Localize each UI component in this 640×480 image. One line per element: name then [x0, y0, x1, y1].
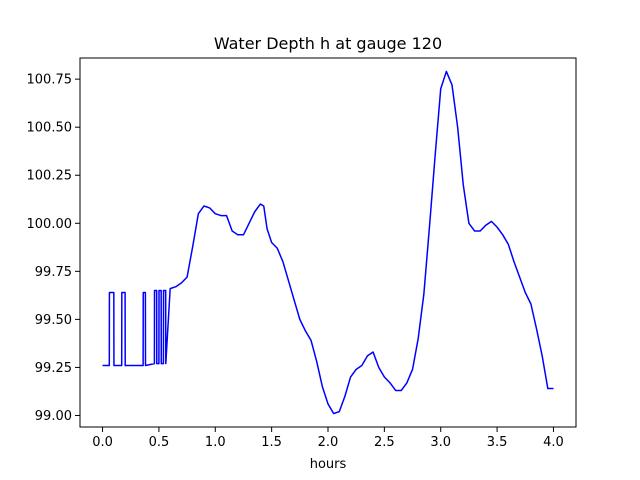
- x-tick-label: 2.0: [318, 435, 339, 450]
- x-tick-label: 2.5: [374, 435, 395, 450]
- y-tick-label: 100.50: [27, 121, 73, 136]
- x-tick-label: 1.5: [261, 435, 282, 450]
- y-axis: 99.00 99.25 99.50 99.75 100.00 100.25 100.50 10…: [27, 73, 80, 424]
- x-tick-label: 1.0: [205, 435, 226, 450]
- y-tick-label: 100.00: [27, 217, 73, 232]
- y-tick-label: 100.25: [27, 169, 73, 184]
- y-tick-label: 100.75: [27, 73, 73, 88]
- x-axis-title: hours: [310, 457, 347, 472]
- chart-title: Water Depth h at gauge 120: [214, 34, 442, 53]
- x-tick-label: 3.0: [430, 435, 451, 450]
- x-tick-label: 0.0: [92, 435, 113, 450]
- x-tick-label: 3.5: [487, 435, 508, 450]
- x-axis: 0.0 0.5 1.0 1.5 2.0 2.5 3.0 3.5 4.0: [92, 427, 564, 450]
- x-tick-label: 4.0: [543, 435, 564, 450]
- y-tick-label: 99.25: [35, 361, 72, 376]
- y-tick-label: 99.75: [35, 265, 72, 280]
- y-tick-label: 99.00: [35, 409, 72, 424]
- plot-area: [102, 70, 554, 415]
- y-tick-label: 99.50: [35, 313, 72, 328]
- x-tick-label: 0.5: [149, 435, 170, 450]
- series-line-0: [102, 70, 554, 415]
